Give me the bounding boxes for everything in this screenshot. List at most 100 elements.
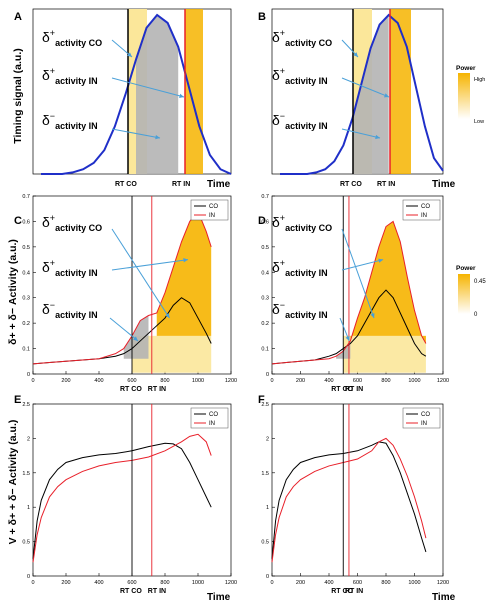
power-legend-mid-low: 0 — [474, 312, 478, 318]
annotation-delta-plus-co-c: δ+activity CO — [42, 213, 102, 233]
power-legend-top: Power High Low — [456, 65, 485, 125]
xtick-label-e: 1000 — [192, 580, 204, 586]
arrow-co-c-head — [165, 313, 170, 319]
ytick-label-d: 0.4 — [261, 270, 269, 276]
power-legend-top-title: Power — [456, 65, 476, 72]
rt-in-label-d: RT IN — [345, 386, 363, 393]
ytick-label-c: 0.1 — [22, 347, 30, 353]
panel-letter-c: C — [14, 215, 22, 227]
arrow-minus-a-head — [155, 135, 160, 140]
panel-letter-a: A — [14, 11, 22, 23]
xtick-label-d: 400 — [324, 378, 333, 384]
arrow-minus-b — [341, 128, 381, 139]
ytick-label-c: 0.7 — [22, 194, 30, 200]
rt-in-label-a: RT IN — [172, 181, 190, 188]
arrow-co-a-head — [127, 52, 132, 57]
arrow-in-d — [341, 259, 384, 271]
ytick-label-f: 2 — [266, 436, 269, 442]
arrow-co-c — [111, 228, 170, 319]
arrow-co-d-head — [370, 313, 375, 319]
xtick-label-e: 600 — [127, 580, 136, 586]
power-legend-mid: Power 0.45 0 — [456, 265, 486, 318]
xtick-label-e: 0 — [31, 580, 34, 586]
ytick-label-f: 0.5 — [261, 540, 269, 546]
ytick-label-d: 0.5 — [261, 245, 269, 251]
ytick-label-c: 0.2 — [22, 321, 30, 327]
series-in-line-d — [271, 220, 427, 365]
xtick-label-c: 400 — [94, 378, 103, 384]
ytick-label-d: 0.6 — [261, 219, 269, 225]
legend-co-label-d: CO — [421, 204, 430, 210]
arrow-minus-d-head — [345, 335, 350, 341]
rt-in-label-b: RT IN — [377, 181, 395, 188]
arrow-in-a-head — [179, 93, 184, 98]
ytick-label-c: 0 — [27, 372, 30, 378]
xtick-label-f: 200 — [296, 580, 305, 586]
ylabel-e: V + δ+ + δ− Activity (a.u.) — [7, 420, 19, 545]
xtick-label-c: 600 — [127, 378, 136, 384]
ytick-label-d: 0.2 — [261, 321, 269, 327]
arrow-in-b-head — [384, 93, 389, 98]
arrow-in-b — [341, 77, 390, 98]
xtick-label-f: 600 — [353, 580, 362, 586]
ytick-label-f: 2.5 — [261, 402, 269, 408]
ytick-label-f: 1.5 — [261, 471, 269, 477]
panel-letter-f: F — [258, 394, 265, 406]
region-grey-d — [336, 340, 351, 359]
arrow-in-c — [111, 259, 189, 271]
xlabel-a: Time — [207, 179, 231, 190]
region-gold-a — [185, 9, 203, 174]
xtick-label-f: 1000 — [408, 580, 420, 586]
region-gold-b — [390, 9, 411, 174]
xtick-label-d: 600 — [353, 378, 362, 384]
timing-curve-b — [280, 13, 444, 175]
ytick-label-d: 0.7 — [261, 194, 269, 200]
legend-co-label-c: CO — [209, 204, 218, 210]
ytick-label-f: 1 — [266, 505, 269, 511]
series-co-line-f — [271, 441, 427, 559]
ylabel-a: Timing signal (a.u.) — [12, 48, 24, 143]
xtick-label-d: 200 — [296, 378, 305, 384]
arrow-in-d-head — [378, 258, 384, 263]
xtick-label-f: 1200 — [437, 580, 449, 586]
annotation-delta-minus-in-d: δ−activity IN — [272, 300, 328, 320]
panel-letter-d: D — [258, 215, 266, 227]
arrow-minus-b-head — [375, 134, 380, 140]
xlabel-e: Time — [207, 592, 231, 603]
rt-in-label-c: RT IN — [148, 386, 166, 393]
xtick-label-e: 200 — [61, 580, 70, 586]
ytick-label-c: 0.3 — [22, 296, 30, 302]
series-in-line-f — [271, 437, 427, 563]
rt-co-label-b: RT CO — [340, 181, 362, 188]
annotation-delta-minus-in-a: δ−activity IN — [42, 111, 98, 131]
annotation-delta-minus-in-c: δ−activity IN — [42, 300, 98, 320]
region-gold-c — [156, 211, 212, 336]
panel-letter-e: E — [14, 394, 21, 406]
xtick-label-d: 0 — [270, 378, 273, 384]
annotation-delta-plus-co-a: δ+activity CO — [42, 28, 102, 48]
rt-co-label-c: RT CO — [120, 386, 142, 393]
xlabel-f: Time — [432, 592, 456, 603]
rt-co-label-a: RT CO — [115, 181, 137, 188]
xtick-label-e: 800 — [160, 580, 169, 586]
power-legend-mid-high: 0.45 — [474, 279, 486, 285]
legend-co-label-f: CO — [421, 412, 430, 418]
ytick-label-e: 1 — [27, 505, 30, 511]
ytick-label-d: 0 — [266, 372, 269, 378]
xtick-label-e: 1200 — [225, 580, 237, 586]
xlabel-b: Time — [432, 179, 456, 190]
xtick-label-f: 0 — [270, 580, 273, 586]
region-pale-d — [343, 335, 426, 373]
legend-in-label-f: IN — [421, 421, 427, 427]
power-legend-top-low: Low — [474, 119, 484, 125]
annotation-delta-plus-in-d: δ+activity IN — [272, 258, 328, 278]
annotation-delta-plus-in-c: δ+activity IN — [42, 258, 98, 278]
axes-f — [271, 403, 444, 577]
region-grey-a — [136, 15, 179, 174]
annotation-delta-plus-in-a: δ+activity IN — [42, 66, 98, 86]
arrow-co-b-head — [353, 52, 358, 57]
xtick-label-c: 200 — [61, 378, 70, 384]
ytick-label-f: 0 — [266, 574, 269, 580]
legend-co-label-e: CO — [209, 412, 218, 418]
